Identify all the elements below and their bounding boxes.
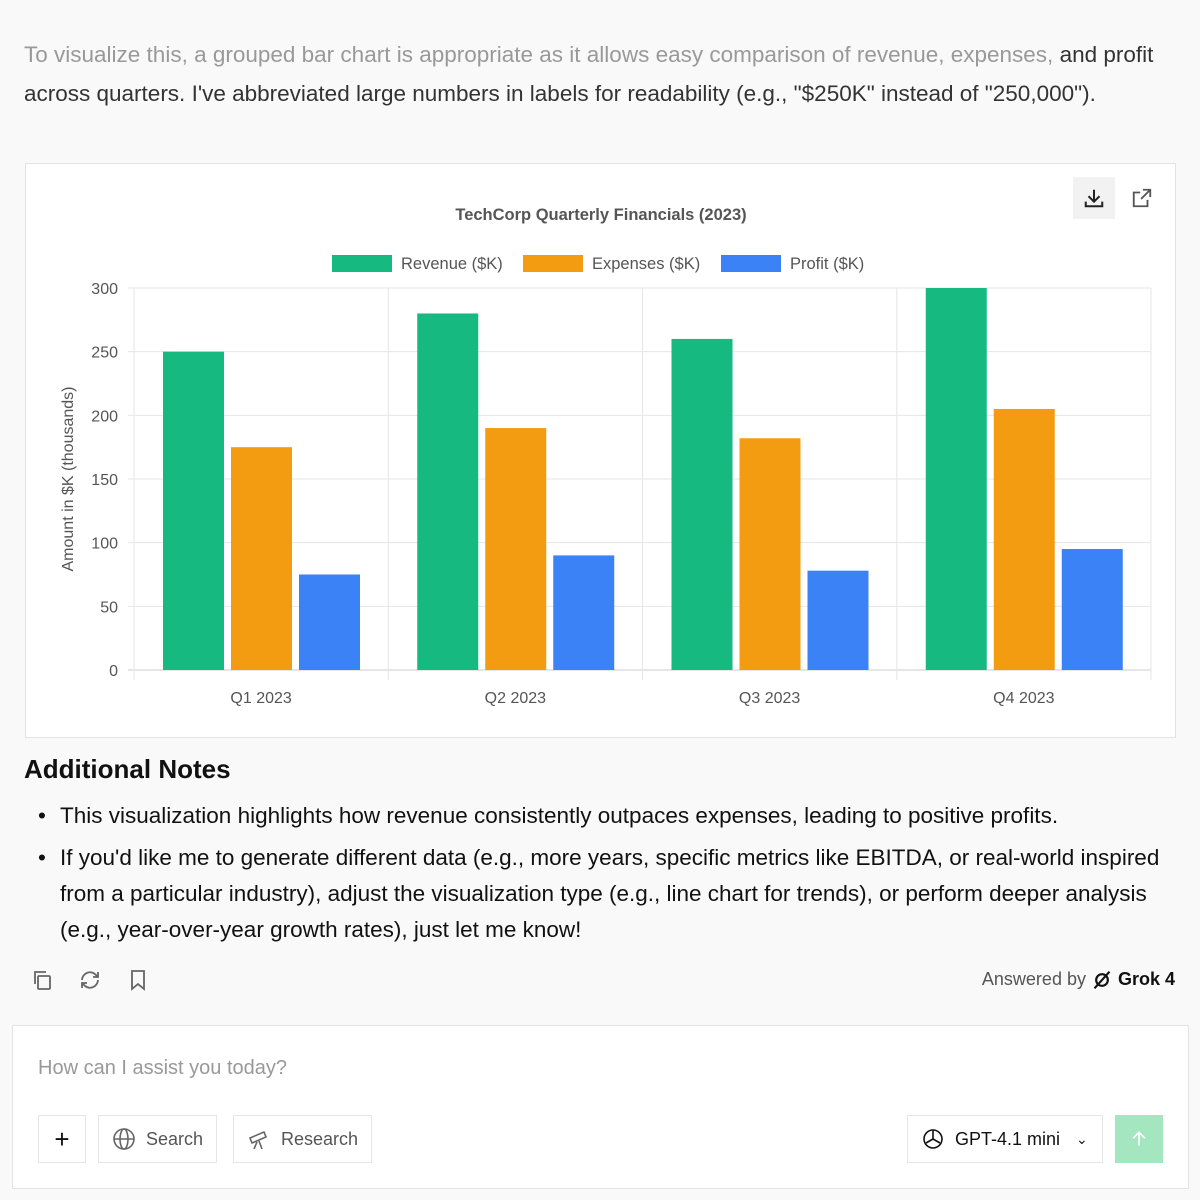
bar-expenses bbox=[993, 408, 1055, 670]
x-tick-label: Q4 2023 bbox=[993, 690, 1054, 707]
bar-revenue bbox=[925, 288, 987, 670]
copy-icon[interactable] bbox=[30, 966, 54, 994]
download-icon bbox=[1084, 189, 1104, 208]
chart-title: TechCorp Quarterly Financials (2023) bbox=[455, 206, 746, 224]
download-button[interactable] bbox=[1073, 177, 1115, 219]
chevron-down-icon: ⌄ bbox=[1076, 1130, 1088, 1147]
model-selector[interactable]: GPT-4.1 mini ⌄ bbox=[907, 1115, 1103, 1163]
bar-chart: TechCorp Quarterly Financials (2023) Amo… bbox=[60, 206, 1152, 707]
answered-model: Grok 4 bbox=[1117, 969, 1175, 989]
note-item: If you'd like me to generate different d… bbox=[38, 840, 1188, 948]
bar-revenue bbox=[163, 351, 224, 670]
research-label: Research bbox=[281, 1128, 359, 1149]
send-button[interactable] bbox=[1115, 1115, 1163, 1163]
research-button[interactable]: Research bbox=[233, 1115, 373, 1163]
telescope-icon bbox=[248, 1130, 268, 1150]
bar-profit bbox=[1061, 549, 1123, 670]
bar-profit bbox=[299, 574, 360, 670]
x-tick-label: Q2 2023 bbox=[485, 690, 546, 707]
y-tick-label: 100 bbox=[91, 536, 118, 553]
y-tick-label: 150 bbox=[91, 472, 118, 489]
chart-card: TechCorp Quarterly Financials (2023) Amo… bbox=[25, 163, 1176, 738]
bar-expenses bbox=[485, 428, 547, 670]
legend-swatch bbox=[523, 255, 583, 272]
regenerate-icon[interactable] bbox=[78, 966, 102, 994]
y-tick-label: 50 bbox=[100, 599, 118, 616]
message-input[interactable]: How can I assist you today? bbox=[38, 1057, 288, 1079]
notes-heading: Additional Notes bbox=[24, 754, 231, 784]
note-item: This visualization highlights how revenu… bbox=[38, 798, 1188, 834]
notes-list: This visualization highlights how revenu… bbox=[38, 798, 1188, 954]
legend-label: Revenue ($K) bbox=[401, 255, 503, 273]
open-external-button[interactable] bbox=[1121, 177, 1163, 219]
add-button[interactable]: + bbox=[38, 1115, 86, 1163]
message-actions bbox=[30, 966, 150, 994]
y-tick-label: 250 bbox=[91, 345, 118, 362]
legend-swatch bbox=[332, 255, 392, 272]
intro-faded: To visualize this, a grouped bar chart i… bbox=[24, 42, 1054, 67]
arrow-up-icon bbox=[1132, 1131, 1146, 1146]
x-tick-label: Q3 2023 bbox=[739, 690, 800, 707]
x-tick-label: Q1 2023 bbox=[230, 690, 291, 707]
bar-profit bbox=[807, 570, 869, 670]
y-tick-label: 300 bbox=[91, 281, 118, 298]
bar-expenses bbox=[739, 438, 801, 670]
grok-logo-icon bbox=[1093, 970, 1111, 989]
globe-icon bbox=[113, 1128, 135, 1150]
intro-text: To visualize this, a grouped bar chart i… bbox=[24, 36, 1174, 113]
answered-by: Answered by Grok 4 bbox=[982, 969, 1175, 990]
bookmark-icon[interactable] bbox=[126, 966, 150, 994]
external-link-icon bbox=[1132, 188, 1152, 208]
y-tick-label: 200 bbox=[91, 408, 118, 425]
bar-revenue bbox=[417, 313, 479, 670]
search-label: Search bbox=[146, 1128, 204, 1149]
plus-icon: + bbox=[54, 1123, 70, 1154]
answered-prefix: Answered by bbox=[981, 969, 1086, 989]
legend-swatch bbox=[721, 255, 781, 272]
bar-expenses bbox=[231, 447, 292, 670]
y-tick-label: 0 bbox=[109, 663, 118, 680]
model-label: GPT-4.1 mini bbox=[955, 1128, 1061, 1149]
search-button[interactable]: Search bbox=[98, 1115, 218, 1163]
legend-label: Expenses ($K) bbox=[592, 255, 700, 273]
bar-revenue bbox=[671, 338, 733, 670]
bar-profit bbox=[553, 555, 615, 670]
openai-icon bbox=[923, 1129, 943, 1149]
y-axis-label: Amount in $K (thousands) bbox=[60, 387, 77, 572]
intro-rest: and profit across quarters. I've abbrevi… bbox=[24, 42, 1154, 106]
legend-label: Profit ($K) bbox=[790, 255, 864, 273]
composer: How can I assist you today? + Search Res… bbox=[12, 1025, 1189, 1189]
